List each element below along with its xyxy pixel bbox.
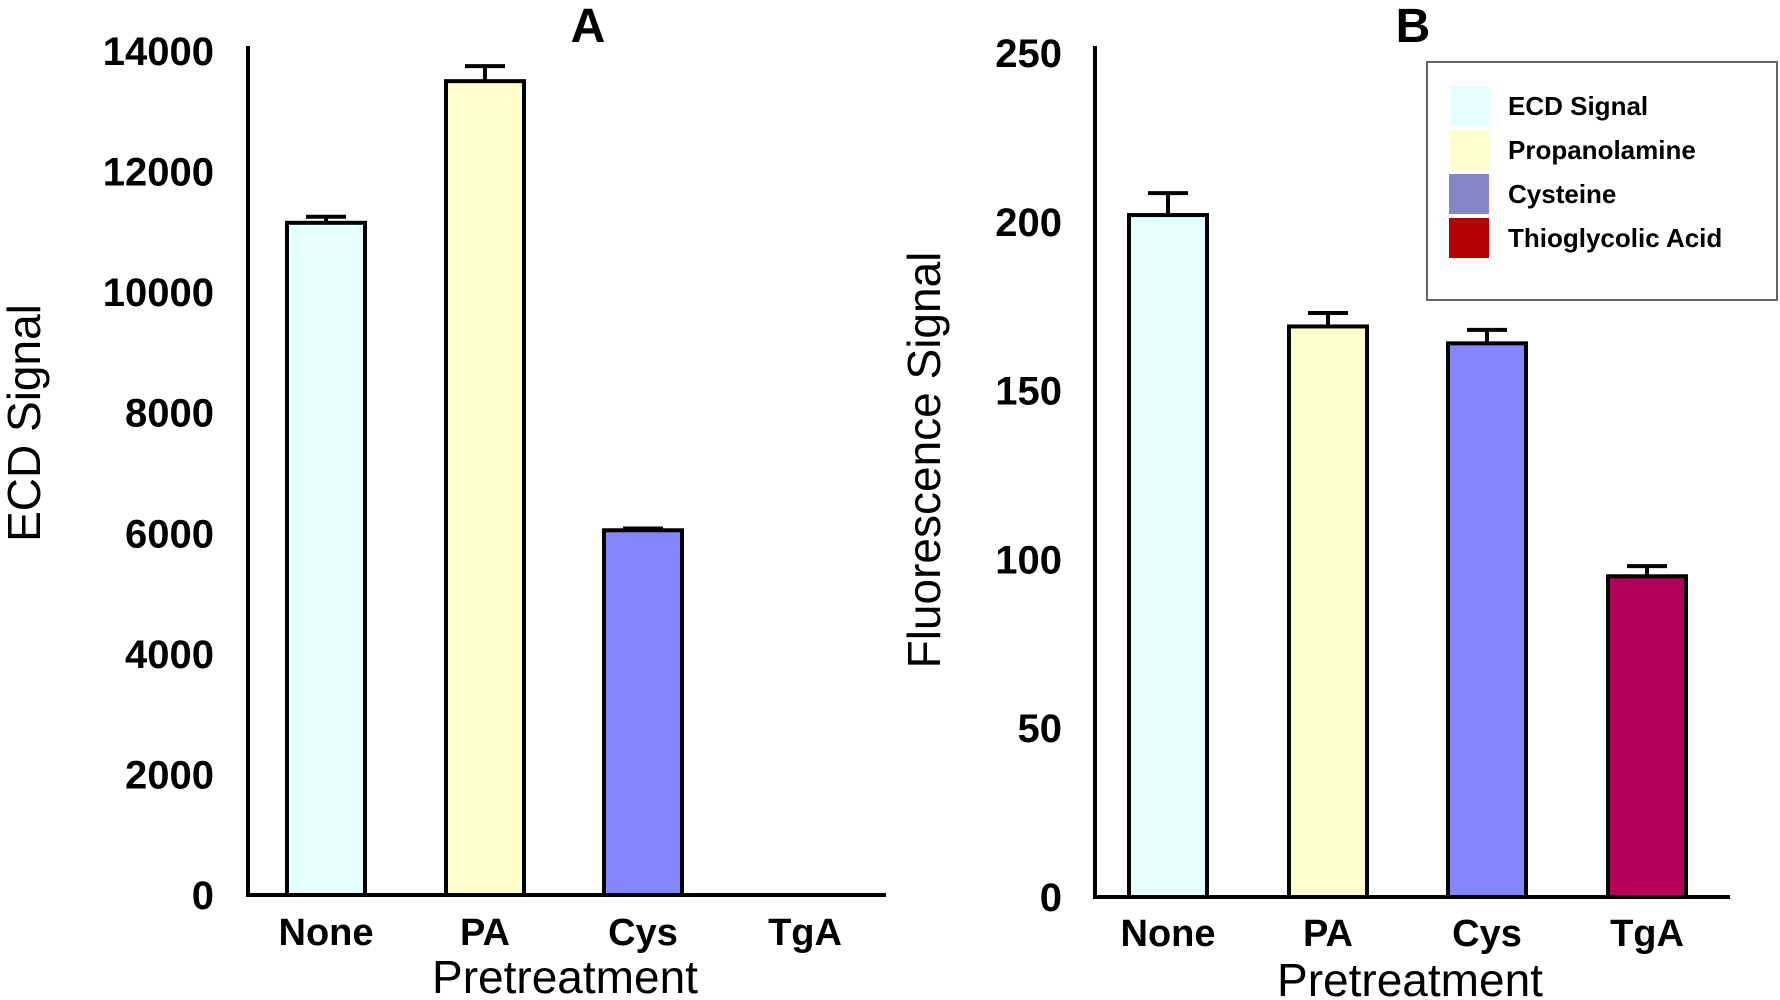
panel-b-bar-none [1127,213,1209,900]
legend-swatch [1449,130,1489,170]
panel-a-x-tick-label: None [279,912,374,954]
panel-b-x-tick-label: None [1121,913,1216,955]
panel-a-x-tick-label: PA [460,912,510,954]
panel-a-y-tick-label: 10000 [103,271,214,315]
panel-b-error-bar-none [1148,191,1188,216]
panel-b-x-tick-label: TgA [1610,913,1684,955]
legend-label: Propanolamine [1508,135,1696,165]
legend-label: Cysteine [1508,179,1616,209]
panel-b-y-tick-label: 100 [995,538,1062,582]
panel-a-y-tick-label: 2000 [125,753,214,797]
panel-b-bars [1127,191,1688,900]
panel-a-x-tick-label: TgA [768,912,842,954]
panel-a-error-bar-pa [465,64,505,82]
panel-a-y-ticks: 0 2000 4000 6000 8000 10000 12000 14000 [103,30,214,918]
legend-entries: ECD Signal Propanolamine Cysteine Thioglyco… [1449,86,1722,258]
panel-a-x-ticks: None PA Cys TgA [279,912,842,954]
panel-a-y-tick-label: 4000 [125,633,214,677]
legend-swatch [1449,218,1489,258]
panel-a-bars [285,64,844,898]
panel-a-x-axis-title: Pretreatment [432,951,698,1000]
panel-b-bar-cys [1446,341,1528,899]
panel-b-title: B [1396,0,1431,53]
panel-a-y-tick-label: 0 [192,874,214,918]
panel-b-y-tick-label: 200 [995,201,1062,245]
panel-b-error-bar-cys [1467,327,1507,344]
panel-a-bar-none [285,220,367,898]
legend-swatch [1449,86,1489,126]
legend-label: ECD Signal [1508,91,1648,121]
panel-a-y-tick-label: 12000 [103,151,214,195]
panel-a-error-bar-cys [623,526,663,531]
panel-b-x-tick-label: PA [1303,913,1353,955]
panel-a-bar-pa [444,79,526,897]
panel-a-chart: A ECD Signal Pretreatment 0 2000 4000 6000 8… [0,0,886,1000]
panel-b-chart: B Fluorescence Signal Pretreatment 0 50 10… [898,0,1778,1000]
panel-b-y-tick-label: 150 [995,370,1062,414]
legend-swatch [1449,174,1489,214]
panel-b-x-tick-label: Cys [1452,913,1522,955]
panel-b-bar-tga [1606,574,1688,900]
panel-a-y-tick-label: 6000 [125,512,214,556]
panel-a-y-axis-title: ECD Signal [0,304,50,542]
panel-b-y-ticks: 0 50 100 150 200 250 [995,32,1062,920]
panel-a-x-tick-label: Cys [608,912,678,954]
panel-a-error-bar-none [306,214,346,223]
panel-b-y-axis-title: Fluorescence Signal [898,252,950,669]
panel-a-y-tick-label: 8000 [125,392,214,436]
panel-a-title: A [571,0,606,53]
panel-b-x-ticks: None PA Cys TgA [1121,913,1684,955]
panel-b-y-tick-label: 50 [1018,707,1063,751]
panel-a-y-tick-label: 14000 [103,30,214,74]
panel-b-y-tick-label: 250 [995,32,1062,76]
panel-b-x-axis-title: Pretreatment [1277,954,1543,1000]
panel-b-error-bar-pa [1308,310,1348,327]
panel-a-bar-cys [602,528,684,897]
legend: ECD Signal Propanolamine Cysteine Thioglyco… [1426,61,1778,301]
panel-b-y-tick-label: 0 [1040,876,1062,920]
panel-b-error-bar-tga [1627,564,1667,577]
panel-b-bar-pa [1287,324,1369,899]
legend-label: Thioglycolic Acid [1508,223,1722,253]
